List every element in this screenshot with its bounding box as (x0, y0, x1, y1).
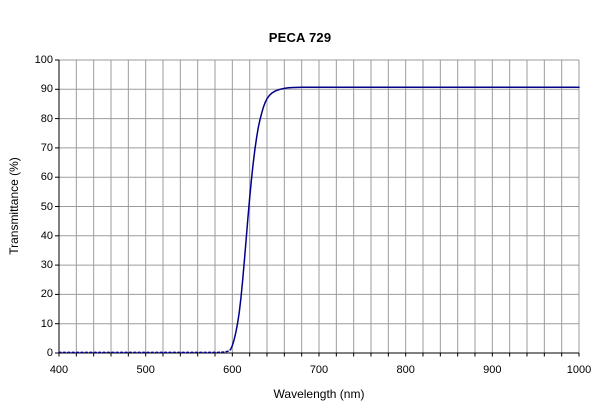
x-tick-label: 900 (483, 364, 502, 376)
x-tick-label: 400 (49, 364, 69, 376)
y-tick-label: 30 (40, 259, 53, 272)
y-tick-label: 20 (40, 288, 53, 301)
transmittance-curve-baseline (58, 348, 232, 354)
y-tick-label: 60 (40, 171, 53, 184)
x-tick-label: 800 (396, 364, 415, 376)
y-tick-label: 100 (34, 54, 53, 66)
y-tick-label: 70 (40, 141, 53, 154)
chart-title: PECA 729 (268, 30, 332, 45)
y-tick-label: 40 (40, 229, 53, 242)
y-tick-label: 90 (40, 83, 53, 96)
y-tick-label: 0 (46, 347, 53, 359)
transmittance-curve (229, 86, 580, 351)
x-tick-label: 700 (309, 364, 329, 376)
x-tick-label: 600 (223, 364, 242, 376)
x-tick-label: 1000 (566, 364, 592, 376)
y-tick-label: 50 (40, 200, 53, 213)
x-axis-title: Wavelength (nm) (273, 387, 365, 401)
y-tick-label: 10 (40, 317, 53, 330)
x-tick-label: 500 (136, 364, 155, 376)
y-tick-label: 80 (40, 112, 53, 125)
